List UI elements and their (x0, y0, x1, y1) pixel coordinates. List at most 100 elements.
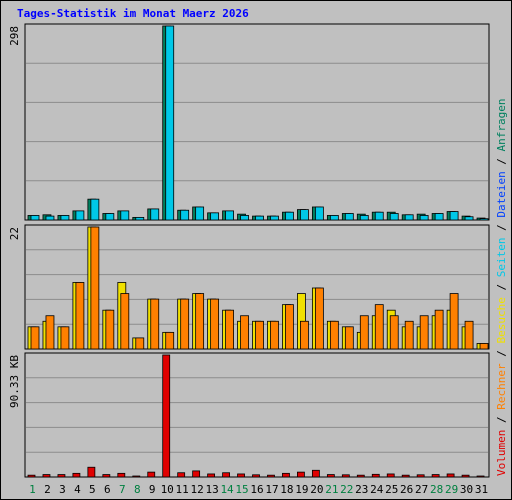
bar-top-dateien-13 (210, 212, 220, 221)
x-tick-label-4: 4 (74, 483, 81, 496)
bar-middle-rechner-26 (404, 320, 414, 350)
bar-middle-rechner-30 (464, 320, 474, 350)
bar-top-dateien-12 (195, 206, 205, 221)
bar-bottom-volumen-8 (132, 475, 141, 478)
bar-bottom-volumen-10 (162, 354, 171, 478)
bar-middle-rechner-20 (314, 287, 324, 350)
bar-bottom-volumen-27 (416, 474, 425, 478)
legend-separator: / (495, 277, 508, 297)
bar-top-dateien-23 (359, 215, 369, 221)
bar-top-dateien-4 (75, 210, 85, 221)
bar-top-dateien-5 (90, 198, 100, 221)
x-tick-label-10: 10 (161, 483, 174, 496)
bar-bottom-volumen-11 (177, 472, 186, 478)
x-tick-label-31: 31 (475, 483, 488, 496)
bar-bottom-volumen-3 (57, 474, 66, 478)
bar-bottom-volumen-23 (356, 474, 365, 478)
chart-title: Tages-Statistik im Monat Maerz 2026 (17, 7, 249, 20)
legend-separator: / (495, 410, 508, 430)
x-tick-label-20: 20 (310, 483, 323, 496)
bar-middle-rechner-10 (165, 331, 175, 350)
legend-item-seiten: Seiten (495, 238, 508, 278)
x-tick-label-16: 16 (250, 483, 263, 496)
bar-top-dateien-22 (344, 213, 354, 221)
bar-middle-rechner-11 (180, 298, 190, 350)
bar-bottom-volumen-6 (102, 474, 111, 478)
legend-item-anfragen: Anfragen (495, 98, 508, 151)
bar-middle-rechner-3 (60, 326, 70, 350)
x-tick-label-1: 1 (29, 483, 36, 496)
x-tick-label-11: 11 (176, 483, 189, 496)
bar-middle-rechner-5 (90, 226, 100, 350)
x-tick-label-8: 8 (134, 483, 141, 496)
x-tick-label-22: 22 (340, 483, 353, 496)
bar-bottom-volumen-26 (401, 474, 410, 478)
bar-middle-rechner-17 (270, 320, 279, 350)
bar-bottom-volumen-29 (446, 473, 455, 478)
bar-bottom-volumen-9 (147, 471, 156, 478)
bar-bottom-volumen-12 (192, 470, 201, 478)
bar-middle-rechner-18 (285, 304, 294, 350)
bar-bottom-volumen-19 (297, 471, 305, 478)
y-max-label-top: 298 (8, 26, 21, 46)
bar-bottom-volumen-31 (476, 475, 485, 478)
bar-top-dateien-10 (165, 25, 175, 221)
bar-top-dateien-17 (270, 215, 279, 221)
legend-separator: / (495, 344, 508, 364)
bar-bottom-volumen-1 (27, 474, 36, 478)
bar-middle-rechner-2 (45, 315, 55, 350)
bar-bottom-volumen-4 (72, 472, 81, 478)
y-max-label-middle: 22 (8, 227, 21, 240)
bar-top-dateien-2 (45, 215, 55, 221)
bar-middle-rechner-4 (75, 282, 85, 350)
bar-middle-rechner-13 (210, 298, 220, 350)
x-tick-label-6: 6 (104, 483, 111, 496)
bar-middle-rechner-1 (30, 326, 40, 350)
bar-top-dateien-18 (285, 211, 294, 221)
x-tick-label-9: 9 (149, 483, 156, 496)
bar-top-dateien-20 (314, 206, 324, 221)
bar-top-dateien-30 (464, 216, 474, 221)
x-tick-label-28: 28 (430, 483, 443, 496)
bar-bottom-volumen-18 (282, 472, 290, 478)
bar-middle-rechner-23 (359, 315, 369, 350)
legend-item-volumen: Volumen (495, 430, 508, 476)
legend-item-besuche: Besuche (495, 297, 508, 343)
x-tick-label-3: 3 (59, 483, 66, 496)
bar-bottom-volumen-22 (341, 474, 350, 478)
bar-bottom-volumen-30 (461, 474, 470, 478)
bar-bottom-volumen-7 (117, 472, 126, 478)
x-tick-label-18: 18 (280, 483, 293, 496)
bar-top-dateien-28 (434, 213, 444, 221)
bar-bottom-volumen-13 (207, 473, 216, 478)
x-tick-label-14: 14 (220, 483, 234, 496)
legend-item-rechner: Rechner (495, 363, 508, 410)
bar-middle-rechner-16 (255, 320, 264, 350)
bar-top-dateien-24 (374, 211, 384, 221)
bar-top-dateien-16 (255, 215, 264, 221)
bar-top-dateien-8 (135, 216, 145, 221)
bar-bottom-volumen-16 (252, 474, 260, 478)
bar-top-dateien-15 (240, 215, 249, 221)
x-tick-label-24: 24 (370, 483, 384, 496)
x-tick-label-7: 7 (119, 483, 126, 496)
bar-middle-rechner-19 (300, 320, 309, 350)
bar-middle-rechner-21 (329, 320, 339, 350)
bar-middle-rechner-24 (374, 304, 384, 350)
bar-top-dateien-11 (180, 209, 190, 221)
bar-bottom-volumen-28 (431, 474, 440, 478)
bar-middle-rechner-25 (389, 315, 399, 350)
bar-middle-rechner-31 (479, 343, 489, 350)
bar-bottom-volumen-5 (87, 466, 96, 478)
legend-separator: / (495, 218, 508, 238)
bar-top-dateien-1 (30, 215, 40, 221)
bar-middle-rechner-29 (449, 293, 459, 350)
bar-top-dateien-27 (419, 215, 429, 221)
x-tick-label-29: 29 (445, 483, 458, 496)
y-max-label-bottom: 90.33 KB (8, 355, 21, 408)
panel-top (24, 23, 490, 221)
bar-bottom-volumen-2 (42, 474, 51, 478)
x-tick-label-26: 26 (400, 483, 413, 496)
bar-middle-rechner-12 (195, 293, 205, 350)
